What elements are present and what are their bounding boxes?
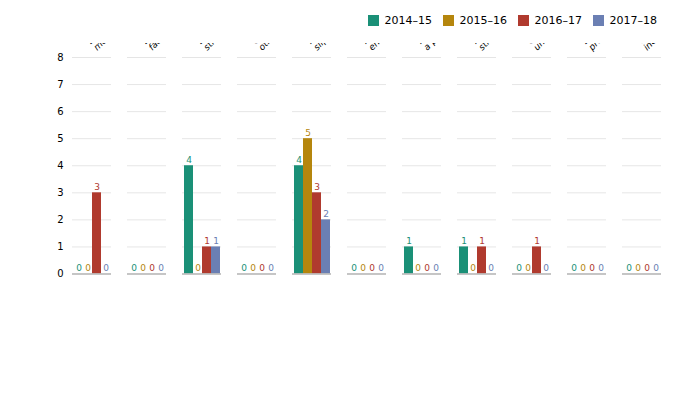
svg-text:2: 2 xyxy=(323,208,329,218)
svg-text:4: 4 xyxy=(296,154,302,164)
svg-text:Heat, electricity and otherenv: Heat, electricity and otherenvironmental… xyxy=(360,43,458,52)
svg-text:0: 0 xyxy=(424,262,430,272)
svg-text:Falls, trips andslips of a per: Falls, trips andslips of a person xyxy=(305,43,371,52)
svg-text:0: 0 xyxy=(76,262,82,272)
svg-text:0: 0 xyxy=(378,262,384,272)
svg-text:0: 0 xyxy=(470,262,476,272)
svg-text:0: 0 xyxy=(351,262,357,272)
html-text:2015–16: 2015–16 xyxy=(459,14,507,27)
svg-text:0: 0 xyxy=(241,262,247,272)
svg-text:0: 0 xyxy=(57,268,63,279)
svg-text:7: 7 xyxy=(57,78,63,89)
svg-text:5: 5 xyxy=(305,127,311,137)
html-text:2017–18: 2017–18 xyxy=(609,14,657,27)
svg-text:Chemicals andother substances: Chemicals andother substances xyxy=(250,43,318,52)
svg-text:0: 0 xyxy=(598,262,604,272)
svg-text:0: 0 xyxy=(644,262,650,272)
svg-text:0: 0 xyxy=(149,262,155,272)
svg-text:Mentalstress: Mentalstress xyxy=(470,43,505,52)
svg-text:3: 3 xyxy=(314,181,320,191)
svg-text:6: 6 xyxy=(57,105,63,116)
svg-text:0: 0 xyxy=(525,262,531,272)
svg-text:Bodystressing: Bodystressing xyxy=(195,43,237,52)
svg-text:1: 1 xyxy=(204,235,210,245)
svg-text:Other andunspecified: Other andunspecified xyxy=(525,43,575,52)
svg-text:0: 0 xyxy=(635,262,641,272)
svg-text:1: 1 xyxy=(57,241,63,252)
svg-text:3: 3 xyxy=(94,181,100,191)
svg-text:0: 0 xyxy=(369,262,375,272)
svg-text:0: 0 xyxy=(516,262,522,272)
svg-text:0: 0 xyxy=(433,262,439,272)
svg-text:0: 0 xyxy=(85,262,91,272)
svg-text:1: 1 xyxy=(479,235,485,245)
svg-text:0: 0 xyxy=(488,262,494,272)
html-text:2014–15: 2014–15 xyxy=(384,14,432,27)
svg-text:Vehicleincidents: Vehicleincidents xyxy=(635,43,678,52)
svg-text:0: 0 xyxy=(158,262,164,272)
svg-text:0: 0 xyxy=(103,262,109,272)
svg-text:1: 1 xyxy=(534,235,540,245)
svg-text:0: 0 xyxy=(268,262,274,272)
svg-text:0: 0 xyxy=(626,262,632,272)
svg-text:0: 0 xyxy=(415,262,421,272)
svg-text:2: 2 xyxy=(57,214,63,225)
svg-text:0: 0 xyxy=(195,262,201,272)
html-text:2016–17: 2016–17 xyxy=(534,14,582,27)
svg-text:0: 0 xyxy=(131,262,137,272)
svg-text:Being hit bymoving objects: Being hit bymoving objects xyxy=(85,43,147,52)
svg-text:0: 0 xyxy=(360,262,366,272)
svg-text:Sound andpressure: Sound andpressure xyxy=(579,43,627,53)
svg-text:8: 8 xyxy=(57,51,63,62)
svg-text:0: 0 xyxy=(589,262,595,272)
svg-text:5: 5 xyxy=(57,132,63,143)
svg-text:1: 1 xyxy=(461,235,467,245)
svg-text:0: 0 xyxy=(140,262,146,272)
svg-text:Biologicalfactors: Biologicalfactors xyxy=(140,43,184,52)
svg-text:0: 0 xyxy=(580,262,586,272)
svg-text:3: 3 xyxy=(57,187,63,198)
svg-text:0: 0 xyxy=(259,262,265,272)
svg-text:4: 4 xyxy=(186,154,192,164)
svg-text:0: 0 xyxy=(250,262,256,272)
svg-text:0: 0 xyxy=(571,262,577,272)
svg-text:0: 0 xyxy=(543,262,549,272)
svg-text:1: 1 xyxy=(406,235,412,245)
svg-text:0: 0 xyxy=(653,262,659,272)
svg-text:1: 1 xyxy=(213,235,219,245)
svg-text:4: 4 xyxy=(57,159,63,170)
